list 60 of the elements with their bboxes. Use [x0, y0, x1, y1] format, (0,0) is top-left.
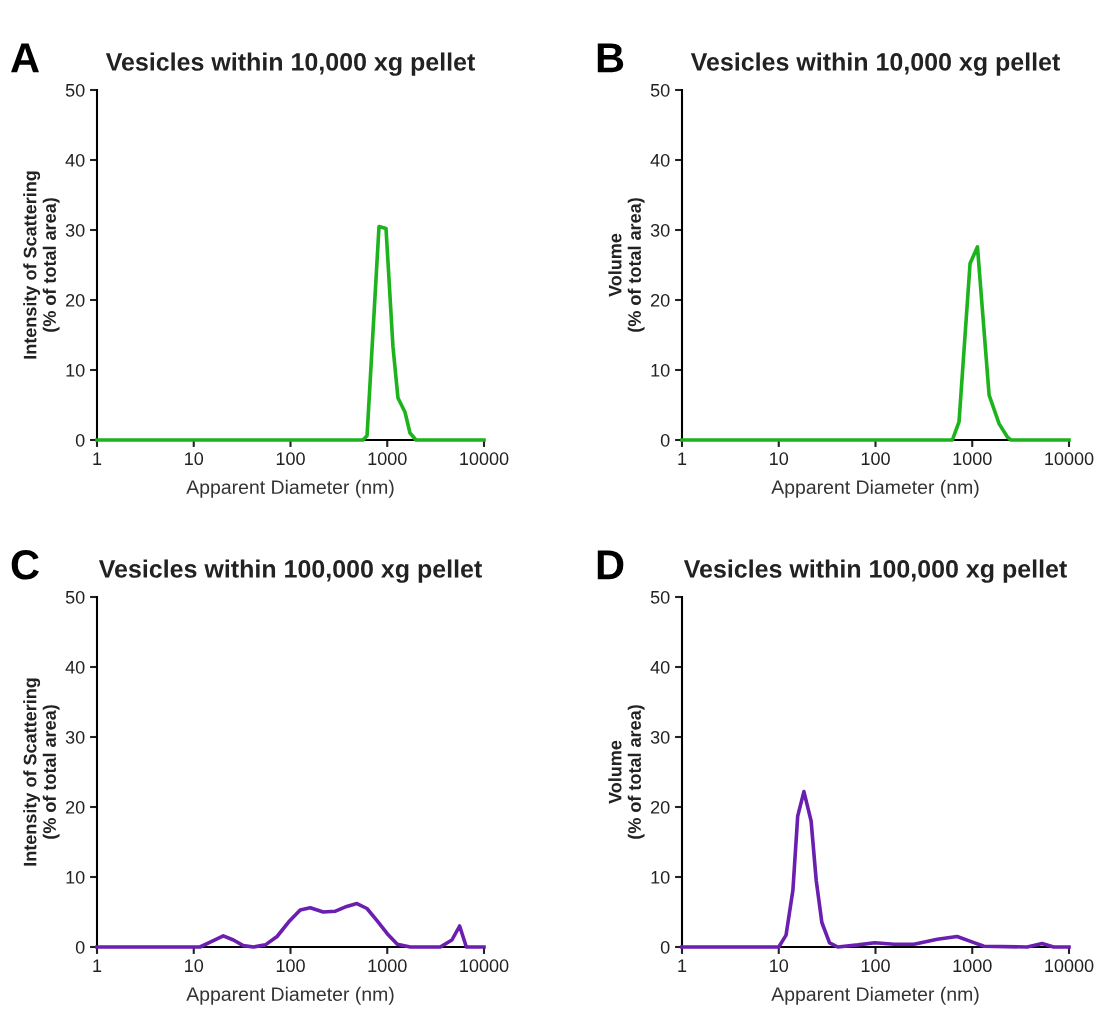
y-tick-label: 40	[65, 660, 85, 674]
y-tick-label: 50	[65, 83, 85, 97]
x-axis-title: Apparent Diameter (nm)	[186, 986, 394, 1005]
x-tick-label: 1	[93, 452, 102, 465]
y-axis-title: Volume (% of total area)	[608, 705, 645, 839]
x-tick-label: 10000	[460, 959, 509, 973]
y-tick-label: 20	[651, 293, 670, 307]
x-tick-label: 10	[185, 959, 204, 973]
y-tick-label: 40	[650, 153, 670, 167]
y-tick-label: 30	[65, 730, 85, 744]
y-tick-label: 10	[66, 870, 85, 884]
chart-title: Vesicles within 10,000 xg pellet	[690, 52, 1061, 76]
y-tick-label: 10	[66, 363, 85, 377]
y-tick-label: 0	[75, 940, 85, 954]
text: C	[11, 550, 39, 580]
x-tick-label: 100	[276, 959, 305, 973]
y-tick-label: 20	[66, 800, 85, 814]
y-tick-label: 40	[65, 153, 85, 167]
x-tick-label: 10	[770, 452, 789, 466]
x-tick-label: 100	[861, 452, 890, 466]
x-axis-title: Apparent Diameter (nm)	[771, 986, 979, 1005]
y-tick-label: 10	[651, 363, 670, 377]
chart-title: Vesicles within 100,000 xg pellet	[683, 559, 1067, 583]
x-axis-title: Apparent Diameter (nm)	[771, 479, 979, 498]
x-tick-label: 10000	[460, 452, 509, 466]
x-tick-label: 1000	[953, 452, 992, 466]
y-tick-label: 30	[65, 223, 85, 237]
chart-title: Vesicles within 10,000 xg pellet	[105, 52, 476, 76]
y-axis-title: Intensity of Scattering (% of total area)	[23, 678, 60, 866]
text: B	[597, 43, 624, 73]
y-tick-label: 0	[75, 433, 85, 447]
y-axis-title: Intensity of Scattering (% of total area)	[23, 171, 60, 359]
chart-title: Vesicles within 100,000 xg pellet	[98, 559, 482, 583]
x-tick-label: 10	[770, 959, 789, 973]
x-tick-label: 1	[678, 959, 687, 972]
y-tick-label: 30	[650, 223, 670, 237]
x-tick-label: 100	[861, 959, 890, 973]
x-tick-label: 100	[276, 452, 305, 466]
x-tick-label: 10	[185, 452, 204, 466]
y-axis-title: Volume (% of total area)	[608, 198, 645, 332]
x-tick-label: 1000	[953, 959, 992, 973]
y-tick-label: 50	[65, 590, 85, 604]
y-tick-label: 0	[660, 940, 670, 954]
text: D	[597, 550, 624, 580]
text: A	[11, 43, 39, 73]
x-tick-label: 10000	[1045, 452, 1094, 466]
x-tick-label: 1000	[368, 959, 407, 973]
x-tick-label: 1	[93, 959, 102, 972]
y-tick-label: 50	[650, 83, 670, 97]
y-tick-label: 10	[651, 870, 670, 884]
x-tick-label: 10000	[1045, 959, 1094, 973]
x-tick-label: 1000	[368, 452, 407, 466]
y-tick-label: 40	[650, 660, 670, 674]
x-tick-label: 1	[678, 452, 687, 465]
y-tick-label: 20	[66, 293, 85, 307]
x-axis-title: Apparent Diameter (nm)	[186, 479, 394, 498]
y-tick-label: 20	[651, 800, 670, 814]
y-tick-label: 50	[650, 590, 670, 604]
y-tick-label: 0	[660, 433, 670, 447]
y-tick-label: 30	[650, 730, 670, 744]
